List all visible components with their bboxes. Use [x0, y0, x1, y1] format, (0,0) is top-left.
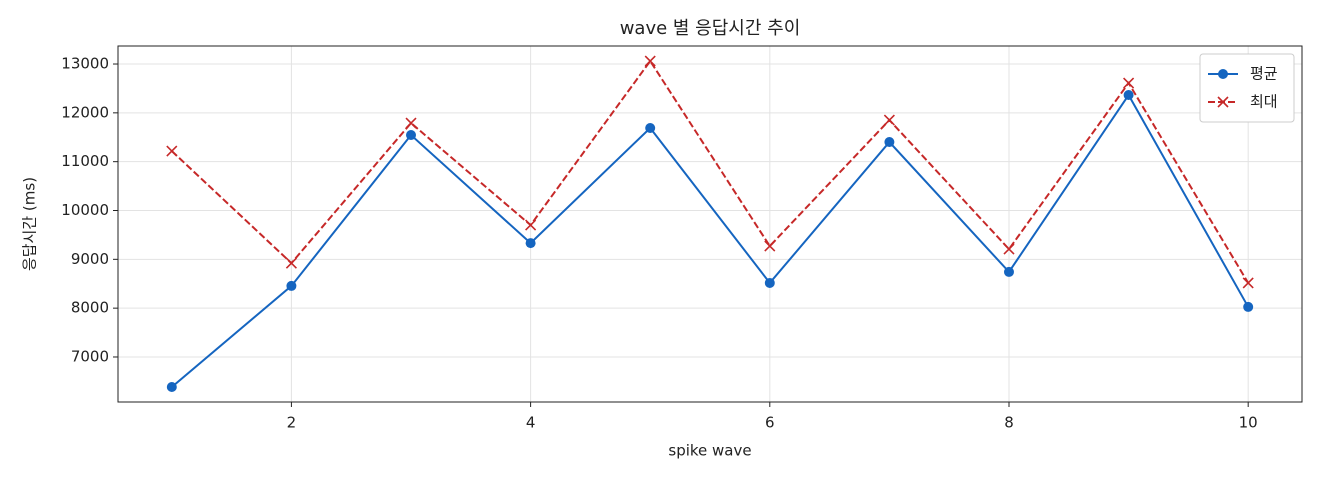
marker — [525, 219, 537, 231]
marker — [1003, 243, 1015, 255]
marker — [285, 257, 297, 269]
marker — [1003, 266, 1014, 277]
marker — [1123, 90, 1134, 101]
legend-marker — [1218, 69, 1228, 79]
y-tick-label: 12000 — [61, 103, 109, 121]
y-tick-label: 7000 — [71, 347, 109, 365]
marker — [166, 145, 178, 157]
marker — [166, 382, 177, 393]
y-tick-label: 8000 — [71, 299, 109, 317]
marker — [406, 130, 417, 141]
marker — [1243, 301, 1254, 312]
y-tick-label: 13000 — [61, 55, 109, 73]
marker — [884, 137, 895, 148]
y-tick-label: 10000 — [61, 201, 109, 219]
marker — [405, 117, 417, 129]
x-tick-label: 2 — [287, 414, 297, 432]
series-line — [171, 59, 1250, 284]
marker — [1242, 277, 1254, 289]
marker — [644, 55, 656, 67]
x-tick-label: 4 — [526, 414, 536, 432]
y-tick-label: 9000 — [71, 250, 109, 268]
y-axis-label: 응답시간 (ms) — [21, 177, 39, 271]
series-line — [171, 93, 1250, 388]
marker — [525, 238, 536, 249]
legend-label: 최대 — [1250, 93, 1278, 111]
x-tick-label: 6 — [765, 414, 775, 432]
marker — [1123, 77, 1135, 89]
legend-label: 평균 — [1250, 65, 1278, 83]
chart-title: wave 별 응답시간 추이 — [620, 18, 801, 39]
marker — [645, 122, 656, 133]
marker — [883, 114, 895, 126]
marker — [286, 280, 297, 291]
x-axis-label: spike wave — [668, 442, 751, 460]
plot-frame — [117, 45, 1303, 403]
legend-marker — [1217, 96, 1229, 108]
y-tick-label: 11000 — [61, 152, 109, 170]
x-tick-label: 8 — [1004, 414, 1014, 432]
marker — [764, 240, 776, 252]
marker — [764, 277, 775, 288]
legend-box — [1199, 53, 1295, 123]
x-tick-label: 10 — [1239, 414, 1258, 432]
